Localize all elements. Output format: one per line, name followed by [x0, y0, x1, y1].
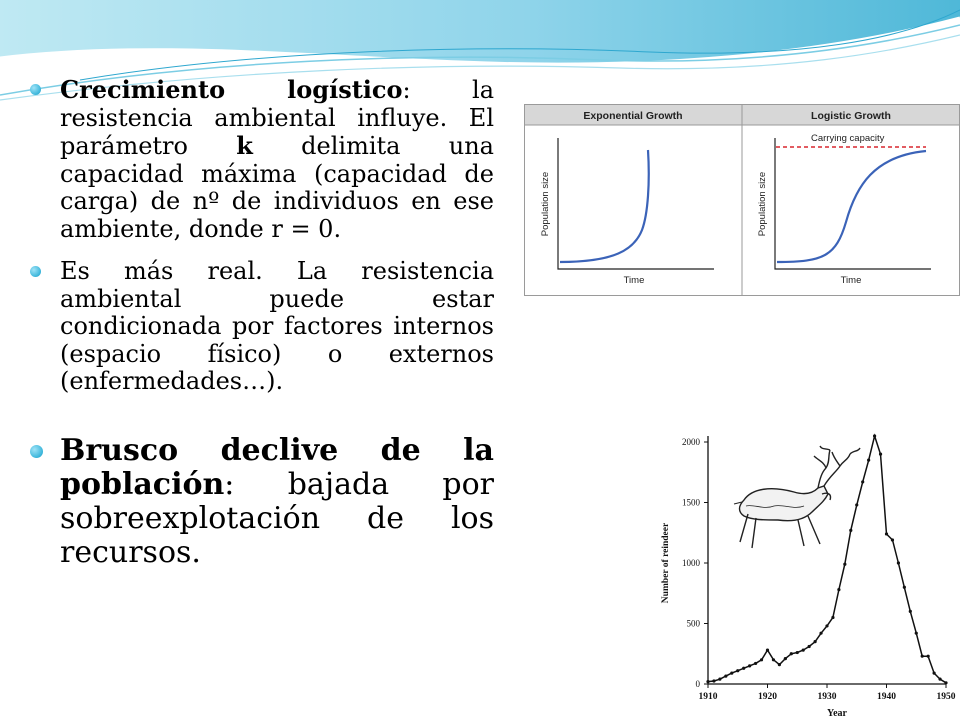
reindeer-data-point	[807, 644, 811, 649]
reindeer-data-point	[890, 538, 895, 542]
y-tick-label: 1500	[682, 498, 701, 508]
reindeer-data-point	[712, 679, 716, 683]
bullet-text: : bajada por sobreexplotación de los rec…	[60, 466, 494, 570]
bullet-text: Es más real. La resistencia ambiental pu…	[60, 257, 494, 395]
reindeer-data-point	[926, 654, 930, 658]
panel-title-logistic: Logistic Growth	[811, 110, 891, 122]
reindeer-data-point	[849, 528, 853, 532]
reindeer-data-point	[908, 609, 912, 613]
bullet-text: : la resistencia ambiental influye. El p…	[60, 76, 494, 160]
x-tick-label: 1920	[758, 692, 777, 702]
reindeer-data-point	[878, 452, 883, 456]
exponential-curve-line	[559, 149, 650, 264]
bullet-more-real: Es más real. La resistencia ambiental pu…	[30, 257, 494, 396]
logistic-xlabel: Time	[841, 275, 862, 286]
reindeer-xlabel: Year	[827, 708, 848, 719]
reindeer-data-point	[783, 656, 787, 661]
reindeer-data-point	[896, 561, 900, 565]
y-tick-label: 1000	[682, 558, 701, 568]
y-tick-label: 500	[687, 619, 701, 629]
term-logistic-growth: Crecimiento logístico	[60, 75, 403, 104]
bullet-text: delimita una capacidad máxima (capacidad…	[60, 132, 494, 243]
reindeer-data-point	[902, 585, 906, 589]
bullet-dot-icon	[30, 444, 43, 458]
reindeer-population-chart: 0 500 1000 1500 2000 1910 1920 1930 1940 1950 Num…	[654, 420, 960, 720]
reindeer-data-point	[944, 681, 948, 685]
reindeer-data-point	[837, 588, 841, 592]
reindeer-data-point	[819, 631, 823, 635]
reindeer-data-point	[789, 652, 793, 656]
growth-models-figure: Exponential Growth Logistic Growth Popul…	[524, 104, 960, 296]
reindeer-data-point	[759, 658, 764, 662]
reindeer-data-point	[873, 434, 877, 438]
reindeer-data-point	[736, 669, 740, 673]
reindeer-data-point	[932, 671, 936, 675]
x-tick-label: 1930	[818, 692, 837, 702]
reindeer-data-point	[884, 532, 889, 536]
reindeer-data-point	[724, 674, 728, 678]
exponential-axes	[557, 138, 714, 270]
reindeer-data-point	[748, 664, 752, 668]
reindeer-data-point	[831, 615, 835, 620]
reindeer-data-point	[938, 677, 942, 681]
bullet-list: Crecimiento logístico: la resistencia am…	[30, 76, 494, 570]
reindeer-data-points	[706, 434, 948, 685]
reindeer-data-point	[861, 480, 865, 484]
reindeer-data-point	[771, 658, 776, 662]
reindeer-data-point	[867, 458, 871, 462]
y-tick-label: 2000	[682, 437, 701, 447]
reindeer-data-point	[813, 640, 817, 644]
parameter-k: k	[236, 131, 253, 160]
bullet-population-decline: Brusco declive de la población: bajada p…	[30, 432, 494, 570]
carrying-capacity-label: Carrying capacity	[811, 133, 885, 144]
logistic-curve	[776, 149, 927, 264]
reindeer-data-point	[754, 661, 758, 666]
term-population-decline: Brusco declive de la población	[60, 432, 494, 502]
reindeer-data-point	[795, 650, 799, 655]
reindeer-data-point	[730, 671, 734, 675]
reindeer-data-point	[825, 624, 829, 628]
reindeer-data-point	[801, 648, 805, 652]
exponential-ylabel: Population size	[540, 172, 551, 236]
reindeer-data-point	[742, 666, 746, 670]
y-tick-label: 0	[696, 679, 701, 689]
header-wave-decoration	[0, 0, 960, 101]
reindeer-data-point	[706, 679, 710, 684]
logistic-ylabel: Population size	[757, 172, 768, 236]
reindeer-ticks: 0 500 1000 1500 2000 1910 1920 1930 1940 1950	[682, 437, 956, 702]
x-tick-label: 1950	[937, 692, 956, 702]
bullet-dot-icon	[30, 266, 41, 277]
logistic-axes	[774, 138, 931, 270]
reindeer-data-point	[765, 648, 770, 652]
reindeer-data-point	[843, 562, 847, 566]
reindeer-data-point	[920, 654, 924, 658]
exponential-xlabel: Time	[624, 275, 645, 286]
x-tick-label: 1910	[699, 692, 718, 702]
reindeer-ylabel: Number of reindeer	[661, 522, 671, 603]
reindeer-data-point	[914, 631, 918, 635]
reindeer-illustration	[733, 445, 861, 549]
bullet-logistic-growth: Crecimiento logístico: la resistencia am…	[30, 76, 494, 243]
bullet-dot-icon	[30, 84, 41, 95]
reindeer-data-point	[777, 663, 781, 667]
reindeer-data-point	[855, 503, 859, 507]
panel-title-exponential: Exponential Growth	[583, 110, 682, 122]
x-tick-label: 1940	[877, 692, 896, 702]
reindeer-data-point	[718, 677, 722, 681]
